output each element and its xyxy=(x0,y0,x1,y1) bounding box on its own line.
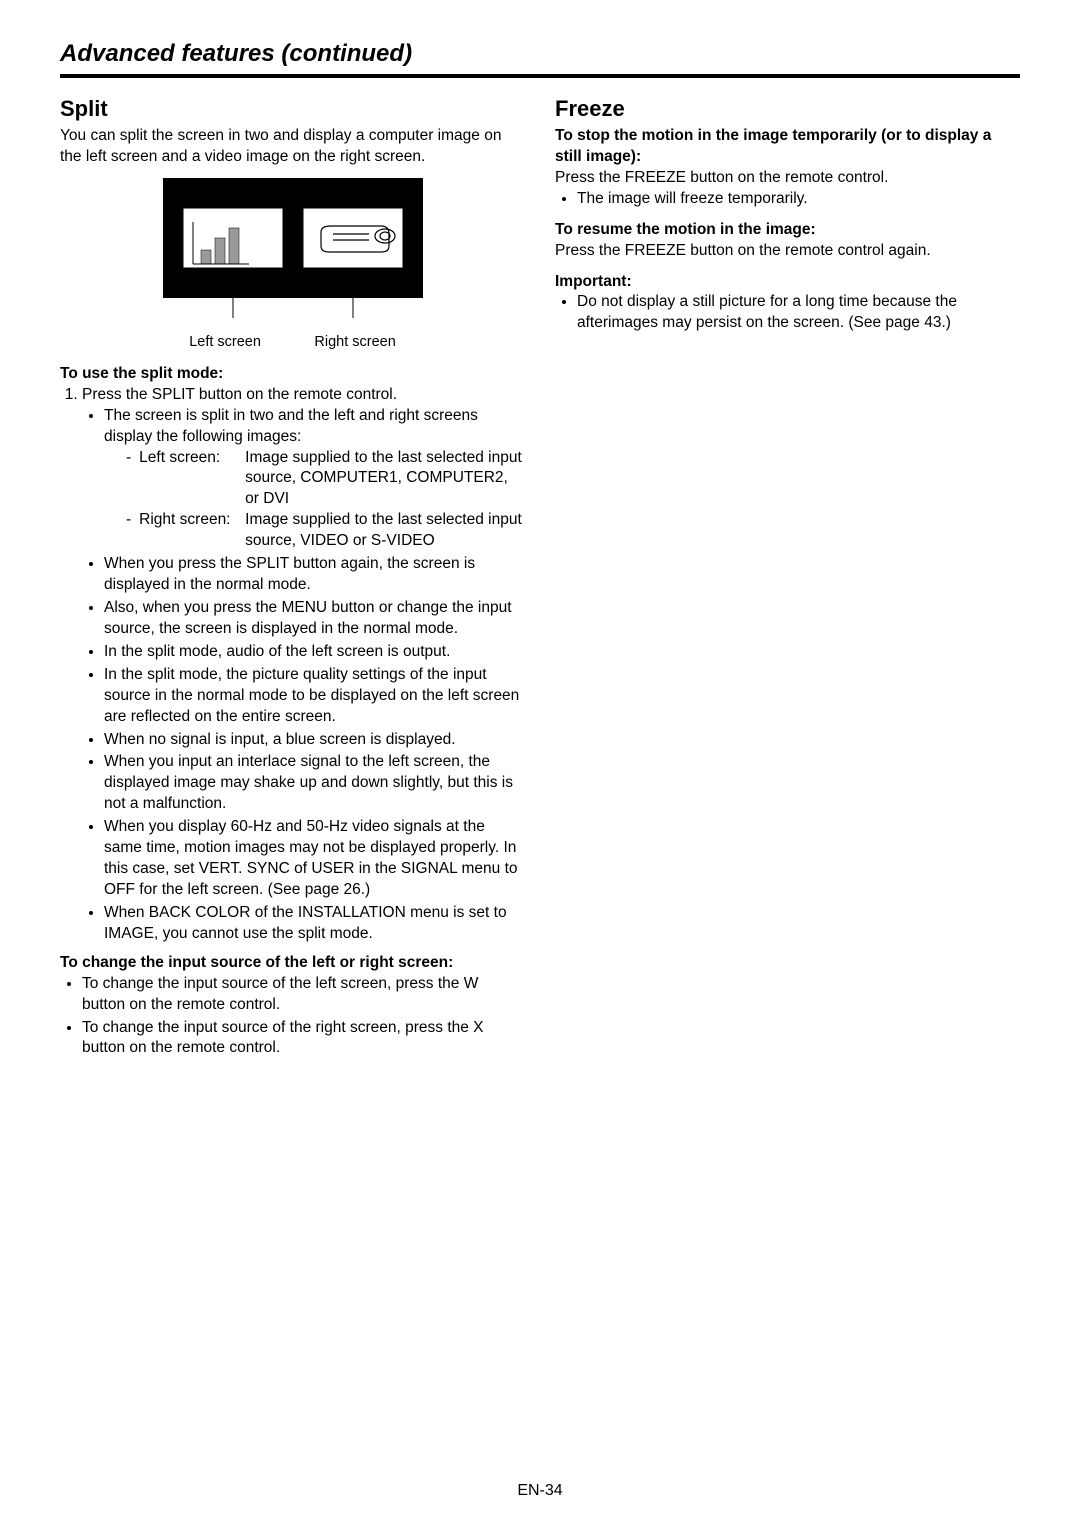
change-input-bullet-1: To change the input source of the right … xyxy=(82,1018,525,1060)
stop-bullet: The image will freeze temporarily. xyxy=(577,189,1020,210)
more-bullet-2: In the split mode, audio of the left scr… xyxy=(104,642,525,663)
diagram-caption: Left screen Right screen xyxy=(163,334,423,350)
stop-head: To stop the motion in the image temporar… xyxy=(555,126,1020,168)
left-column: Split You can split the screen in two an… xyxy=(60,96,525,1061)
step-1-bullet-0: The screen is split in two and the left … xyxy=(104,406,525,552)
right-screen-def-desc: Image supplied to the last selected inpu… xyxy=(245,510,525,552)
use-split-head: To use the split mode: xyxy=(60,364,525,385)
step-1-bullet-0-text: The screen is split in two and the left … xyxy=(104,407,478,445)
left-screen-def: Left screen: Image supplied to the last … xyxy=(126,448,525,511)
change-input-head: To change the input source of the left o… xyxy=(60,953,525,974)
more-bullet-4: When no signal is input, a blue screen i… xyxy=(104,730,525,751)
screen-defs: Left screen: Image supplied to the last … xyxy=(104,448,525,553)
content-columns: Split You can split the screen in two an… xyxy=(60,96,1020,1061)
more-bullet-6: When you display 60-Hz and 50-Hz video s… xyxy=(104,817,525,901)
important-bullets: Do not display a still picture for a lon… xyxy=(555,292,1020,334)
split-diagram: Left screen Right screen xyxy=(60,178,525,350)
left-screen-def-desc: Image supplied to the last selected inpu… xyxy=(245,448,525,511)
more-bullet-0: When you press the SPLIT button again, t… xyxy=(104,554,525,596)
more-bullet-7: When BACK COLOR of the INSTALLATION menu… xyxy=(104,903,525,945)
important-head: Important: xyxy=(555,272,1020,293)
freeze-title: Freeze xyxy=(555,96,1020,122)
right-screen-def-label: Right screen: xyxy=(139,510,239,552)
left-screen-label: Left screen xyxy=(189,334,261,350)
resume-head: To resume the motion in the image: xyxy=(555,220,1020,241)
step-1-bullets: The screen is split in two and the left … xyxy=(82,406,525,945)
split-title: Split xyxy=(60,96,525,122)
stop-press: Press the FREEZE button on the remote co… xyxy=(555,168,1020,189)
step-1: Press the SPLIT button on the remote con… xyxy=(82,385,525,945)
step-1-text: Press the SPLIT button on the remote con… xyxy=(82,386,397,403)
page-number: EN-34 xyxy=(0,1482,1080,1500)
left-screen-def-label: Left screen: xyxy=(139,448,239,511)
resume-press: Press the FREEZE button on the remote co… xyxy=(555,241,1020,262)
more-bullet-1: Also, when you press the MENU button or … xyxy=(104,598,525,640)
split-diagram-svg xyxy=(163,178,423,328)
page-header: Advanced features (continued) xyxy=(60,40,1020,78)
split-steps: Press the SPLIT button on the remote con… xyxy=(60,385,525,945)
split-intro: You can split the screen in two and disp… xyxy=(60,126,525,168)
more-bullet-3: In the split mode, the picture quality s… xyxy=(104,665,525,728)
more-bullet-5: When you input an interlace signal to th… xyxy=(104,752,525,815)
change-input-bullet-0: To change the input source of the left s… xyxy=(82,974,525,1016)
right-screen-def: Right screen: Image supplied to the last… xyxy=(126,510,525,552)
change-input-bullets: To change the input source of the left s… xyxy=(60,974,525,1060)
stop-bullets: The image will freeze temporarily. xyxy=(555,189,1020,210)
right-column: Freeze To stop the motion in the image t… xyxy=(555,96,1020,1061)
right-screen-label: Right screen xyxy=(314,334,395,350)
important-bullet: Do not display a still picture for a lon… xyxy=(577,292,1020,334)
